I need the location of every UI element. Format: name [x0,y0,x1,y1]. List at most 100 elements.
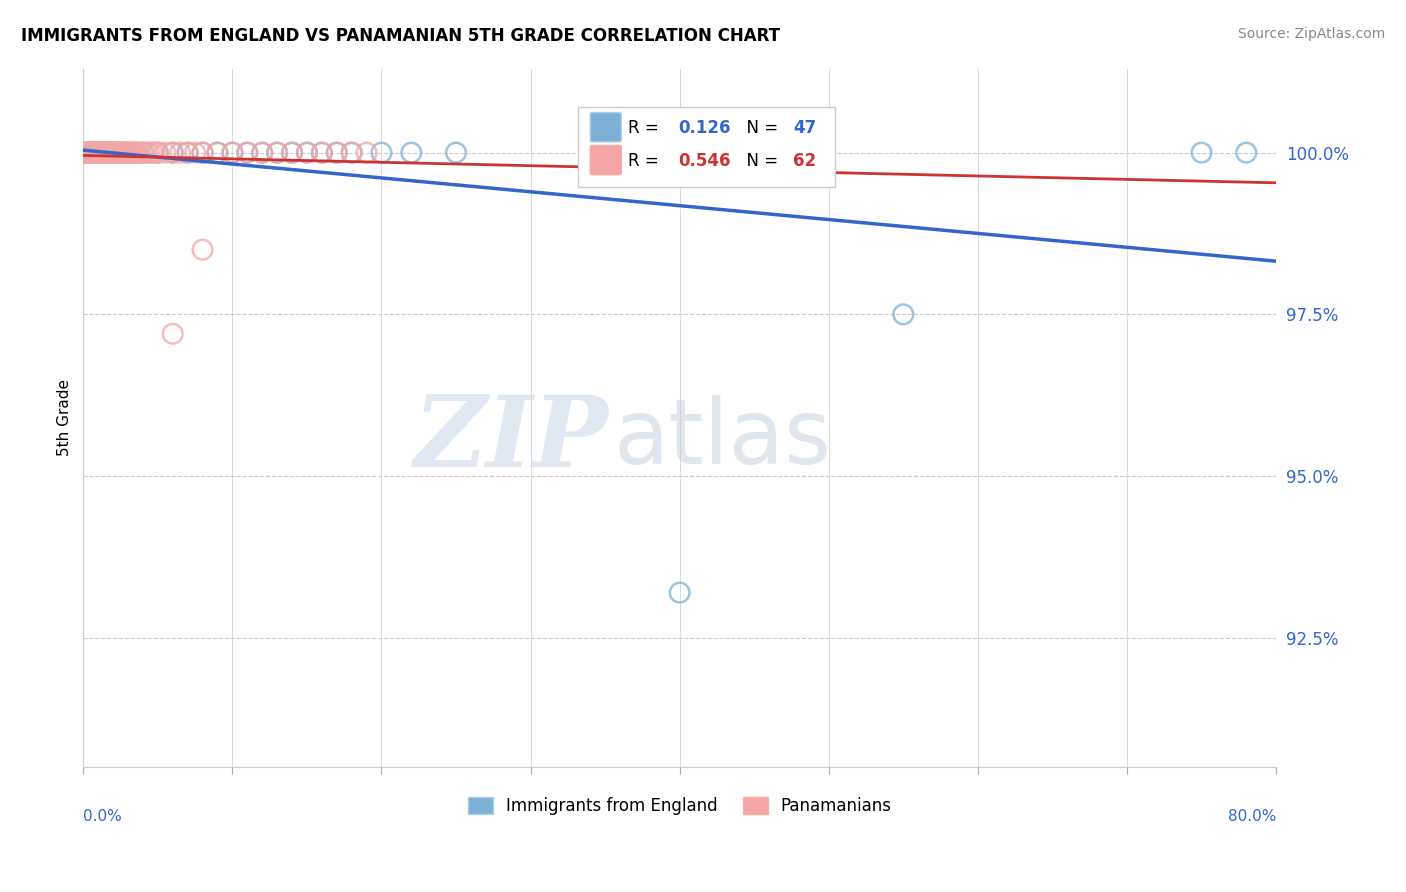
Point [111,145,134,160]
Point [101,145,124,160]
Point [129,145,152,160]
Point [108,145,131,160]
Point [90,145,112,160]
Point [98,145,121,160]
Point [90,145,112,160]
Point [356,145,378,160]
Point [162,326,184,341]
Point [121,145,143,160]
Point [101,145,124,160]
Point [112,145,135,160]
Point [91,145,114,160]
Point [84,145,107,160]
Point [326,145,349,160]
Text: 0.0%: 0.0% [83,809,122,824]
Point [326,145,349,160]
Point [82,145,104,160]
Point [115,145,138,160]
Point [191,145,214,160]
Point [143,145,166,160]
Point [107,145,129,160]
Point [86,145,108,160]
Point [132,145,155,160]
Point [295,145,318,160]
Point [111,145,134,160]
Point [236,145,259,160]
Text: Source: ZipAtlas.com: Source: ZipAtlas.com [1237,27,1385,41]
Point [77,145,100,160]
FancyBboxPatch shape [591,112,621,142]
Point [281,145,304,160]
Point [146,145,169,160]
Point [77,145,100,160]
Point [155,145,177,160]
Point [250,145,273,160]
Text: atlas: atlas [614,395,832,483]
Text: R =: R = [628,119,669,136]
Point [266,145,288,160]
Point [295,145,318,160]
Point [184,145,207,160]
Point [162,145,184,160]
Point [122,145,145,160]
Point [73,145,96,160]
Point [311,145,333,160]
FancyBboxPatch shape [591,145,621,175]
Point [96,145,118,160]
Text: 80.0%: 80.0% [1227,809,1277,824]
Text: 0.546: 0.546 [679,152,731,169]
Point [117,145,139,160]
FancyBboxPatch shape [578,107,835,187]
Point [221,145,243,160]
Point [117,145,139,160]
Point [176,145,198,160]
Point [110,145,132,160]
Point [97,145,120,160]
Point [93,145,115,160]
Text: 0.126: 0.126 [679,119,731,136]
Text: N =: N = [735,152,783,169]
Point [108,145,131,160]
Point [207,145,229,160]
Point [162,145,184,160]
Point [97,145,120,160]
Point [221,145,243,160]
Point [80,145,103,160]
Point [100,145,122,160]
Point [75,145,97,160]
Point [169,145,191,160]
Text: ZIP: ZIP [413,391,609,487]
Point [96,145,118,160]
Point [114,145,136,160]
Point [75,145,97,160]
Point [87,145,110,160]
Point [401,145,423,160]
Point [340,145,363,160]
Point [105,145,128,160]
Text: IMMIGRANTS FROM ENGLAND VS PANAMANIAN 5TH GRADE CORRELATION CHART: IMMIGRANTS FROM ENGLAND VS PANAMANIAN 5T… [21,27,780,45]
Point [98,145,121,160]
Point [191,243,214,257]
Point [104,145,127,160]
Point [120,145,142,160]
Point [84,145,107,160]
Point [94,145,117,160]
Point [83,145,105,160]
Point [76,145,98,160]
Point [250,145,273,160]
Point [82,145,104,160]
Point [89,145,111,160]
Point [207,145,229,160]
Y-axis label: 5th Grade: 5th Grade [58,379,72,457]
Point [114,145,136,160]
Point [124,145,146,160]
Text: R =: R = [628,152,669,169]
Point [891,307,914,321]
Point [132,145,155,160]
Point [89,145,111,160]
Point [135,145,157,160]
Text: N =: N = [735,119,783,136]
Point [87,145,110,160]
Point [138,145,160,160]
Point [125,145,148,160]
